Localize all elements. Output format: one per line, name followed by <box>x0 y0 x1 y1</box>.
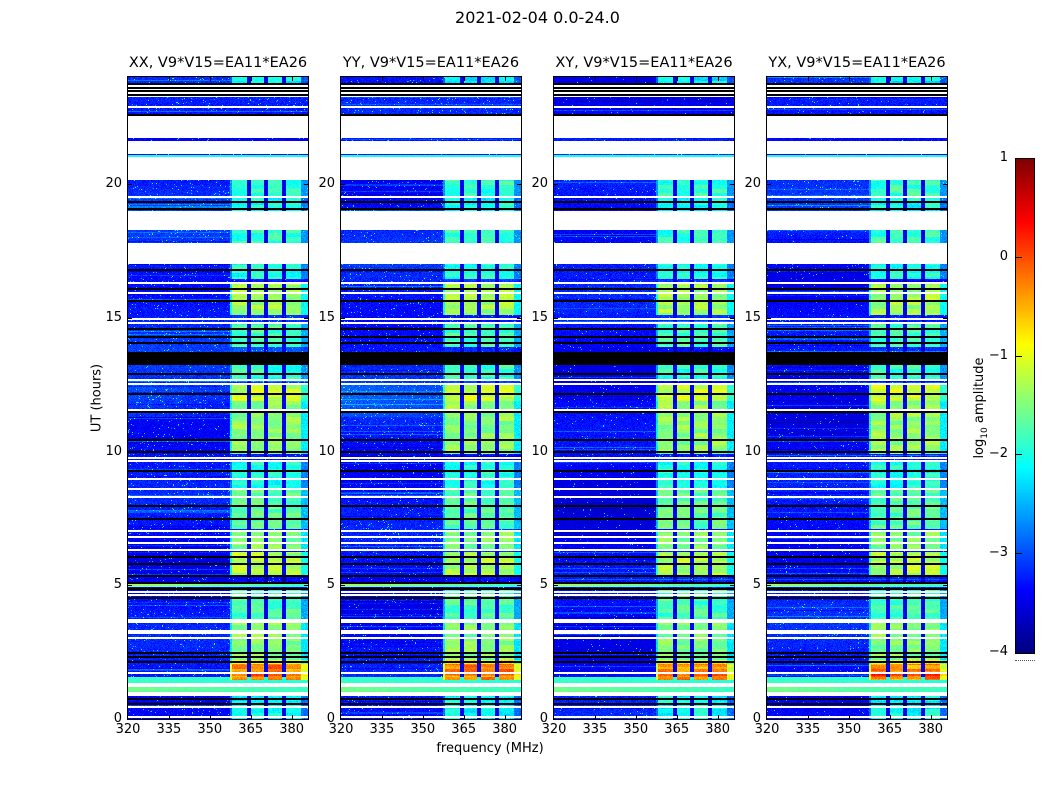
x-tick-label-YY-365: 365 <box>451 722 477 737</box>
x-tick-label-XY-380: 380 <box>705 722 731 737</box>
colorbar-tick-label-0: 1 <box>999 150 1008 165</box>
x-tick-label-YY-350: 350 <box>410 722 436 737</box>
spectrogram-canvas-YX <box>766 76 948 720</box>
x-tick-label-YY-320: 320 <box>328 722 354 737</box>
x-tick-label-XY-335: 335 <box>582 722 608 737</box>
colorbar-tick-label-2: −1 <box>988 347 1008 363</box>
y-tick-label-YX-0: 0 <box>752 711 761 726</box>
x-tick-label-XY-365: 365 <box>664 722 690 737</box>
x-tick-label-XX-320: 320 <box>115 722 141 737</box>
y-tick-label-YY-0: 0 <box>326 711 335 726</box>
x-tick-label-YX-365: 365 <box>877 722 903 737</box>
y-tick-label-YY-10: 10 <box>318 443 335 459</box>
colorbar-extend-dots <box>1015 660 1035 661</box>
colorbar-tick-label-5: −4 <box>988 644 1008 659</box>
colorbar-gradient <box>1015 158 1035 654</box>
y-tick-label-XX-0: 0 <box>113 711 122 726</box>
colorbar-tick-mark-1 <box>1016 257 1022 258</box>
colorbar-label: log10 amplitude <box>972 357 990 458</box>
y-tick-label-XY-5: 5 <box>539 577 548 593</box>
y-tick-label-XX-20: 20 <box>105 176 122 191</box>
colorbar-label-log: log <box>972 438 988 459</box>
y-tick-label-XX-15: 15 <box>105 309 122 325</box>
colorbar-tick-mark-4 <box>1016 553 1022 554</box>
spectrogram-canvas-XX <box>127 76 309 720</box>
x-tick-label-YX-350: 350 <box>836 722 862 737</box>
y-tick-label-YX-15: 15 <box>744 309 761 325</box>
y-tick-label-YX-5: 5 <box>752 577 761 593</box>
x-tick-label-YX-320: 320 <box>754 722 780 737</box>
colorbar-tick-mark-2 <box>1016 356 1022 357</box>
y-tick-label-XX-10: 10 <box>105 443 122 459</box>
colorbar-tick-label-4: −3 <box>988 545 1008 561</box>
panel-title-YX: YX, V9*V15=EA11*EA26 <box>768 55 946 71</box>
figure-title: 2021-02-04 0.0-24.0 <box>455 8 620 27</box>
y-tick-label-YY-5: 5 <box>326 577 335 593</box>
colorbar-tick-label-3: −2 <box>988 446 1008 462</box>
y-tick-label-XX-5: 5 <box>113 577 122 593</box>
y-tick-label-YY-15: 15 <box>318 309 335 325</box>
x-tick-label-XY-320: 320 <box>541 722 567 737</box>
y-tick-label-XY-15: 15 <box>531 309 548 325</box>
colorbar-label-sub: 10 <box>979 427 990 439</box>
x-tick-label-XX-335: 335 <box>156 722 182 737</box>
spectrogram-canvas-YY <box>340 76 522 720</box>
x-tick-label-XX-350: 350 <box>197 722 223 737</box>
x-tick-label-YX-335: 335 <box>795 722 821 737</box>
x-axis-label: frequency (MHz) <box>436 741 544 756</box>
x-tick-label-XY-350: 350 <box>623 722 649 737</box>
panel-title-XY: XY, V9*V15=EA11*EA26 <box>555 55 733 71</box>
panel-title-XX: XX, V9*V15=EA11*EA26 <box>128 55 308 71</box>
panel-title-YY: YY, V9*V15=EA11*EA26 <box>342 55 520 71</box>
y-tick-label-XY-10: 10 <box>531 443 548 459</box>
colorbar-tick-label-1: 0 <box>999 248 1008 264</box>
x-tick-label-YX-380: 380 <box>918 722 944 737</box>
x-tick-label-YY-380: 380 <box>492 722 518 737</box>
x-tick-label-XX-380: 380 <box>279 722 305 737</box>
spectrogram-canvas-XY <box>553 76 735 720</box>
x-tick-label-YY-335: 335 <box>369 722 395 737</box>
y-tick-label-YY-20: 20 <box>318 176 335 191</box>
x-tick-label-XX-365: 365 <box>238 722 264 737</box>
y-tick-label-XY-20: 20 <box>531 176 548 191</box>
y-tick-label-YX-10: 10 <box>744 443 761 459</box>
y-tick-label-YX-20: 20 <box>744 176 761 191</box>
y-tick-label-XY-0: 0 <box>539 711 548 726</box>
colorbar-tick-mark-3 <box>1016 454 1022 455</box>
colorbar-label-amp: amplitude <box>972 357 988 428</box>
y-axis-label: UT (hours) <box>89 363 105 433</box>
